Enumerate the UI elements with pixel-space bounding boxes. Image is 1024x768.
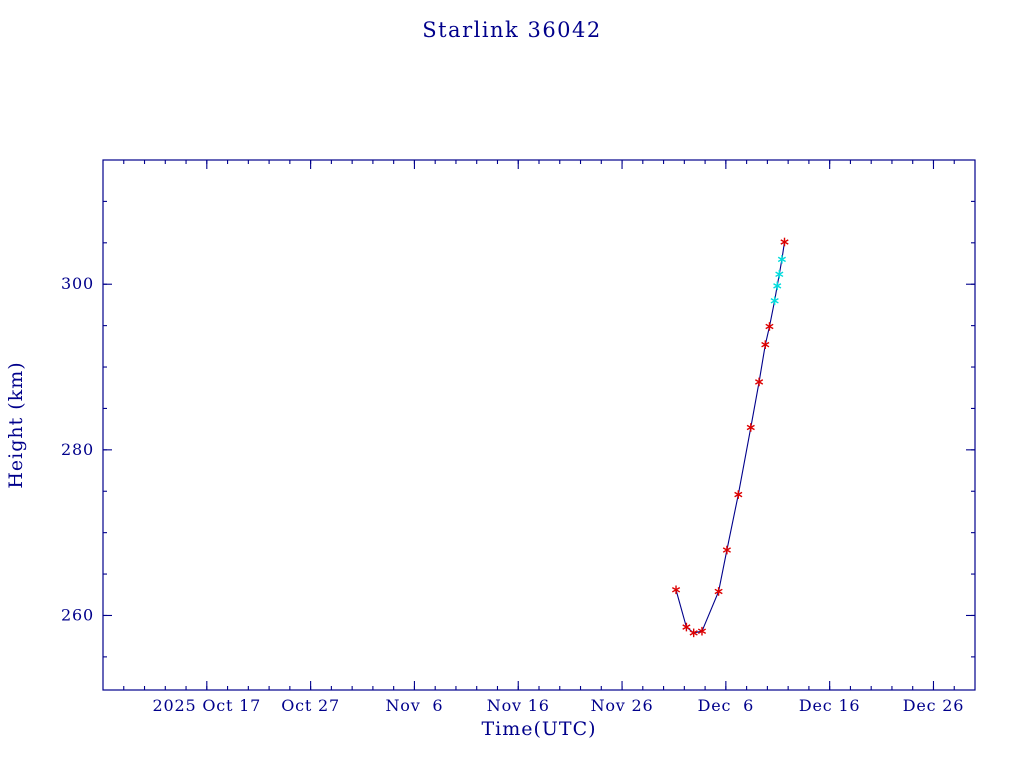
x-tick-label: 2025 Oct 17 xyxy=(153,696,262,715)
x-tick-label: Oct 27 xyxy=(281,696,340,715)
data-point-marker xyxy=(714,587,723,596)
data-point-marker xyxy=(775,269,784,279)
data-point-marker xyxy=(746,423,755,432)
data-point-marker xyxy=(697,626,707,636)
data-point-marker xyxy=(765,322,774,331)
x-tick-label: Nov 26 xyxy=(591,696,654,715)
data-point-marker xyxy=(671,585,681,595)
data-point-marker xyxy=(682,622,691,632)
x-tick-label: Nov 6 xyxy=(386,696,444,715)
x-tick-label: Dec 16 xyxy=(799,696,861,715)
data-point-marker xyxy=(780,237,789,247)
data-point-marker xyxy=(689,628,698,638)
y-tick-label: 300 xyxy=(61,274,94,293)
y-tick-label: 260 xyxy=(61,605,94,624)
axis-ticks xyxy=(103,160,975,690)
plot-frame xyxy=(102,159,976,691)
data-point-marker xyxy=(773,281,782,291)
x-tick-label: Dec 6 xyxy=(698,696,754,715)
data-point-marker xyxy=(755,377,764,387)
data-point-marker xyxy=(777,255,786,264)
data-point-marker xyxy=(770,296,779,306)
chart-title: Starlink 36042 xyxy=(422,18,602,42)
x-tick-label: Dec 26 xyxy=(903,696,965,715)
data-point-marker xyxy=(761,340,770,349)
height-series-line xyxy=(675,241,786,634)
x-axis-label: Time(UTC) xyxy=(481,718,597,740)
data-point-marker xyxy=(734,490,743,499)
y-tick-label: 280 xyxy=(61,440,94,459)
x-tick-label: Nov 16 xyxy=(487,696,550,715)
data-point-marker xyxy=(722,545,731,555)
